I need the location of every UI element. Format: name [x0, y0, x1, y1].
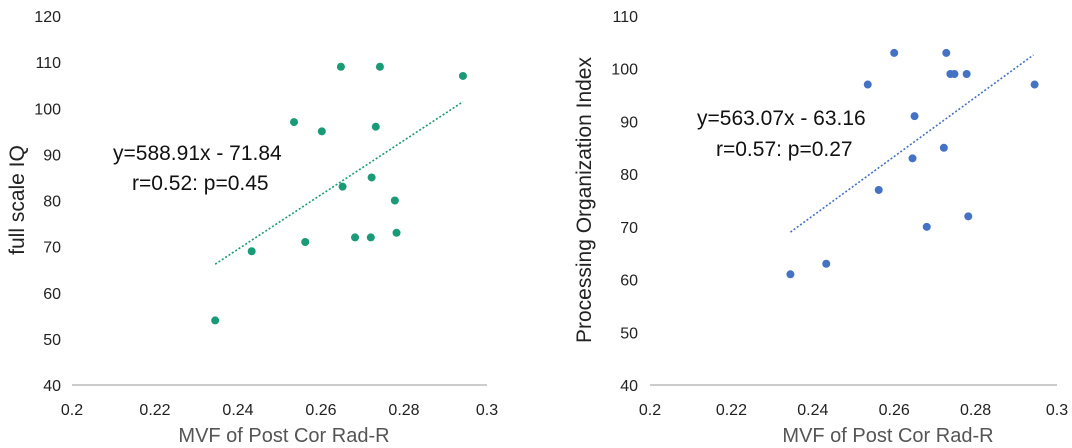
y-tick-label: 100 — [611, 62, 638, 79]
x-tick-label: 0.2 — [61, 402, 83, 419]
y-tick-label: 110 — [35, 55, 61, 72]
data-point — [908, 154, 917, 163]
data-point — [939, 143, 948, 152]
data-point — [247, 247, 256, 256]
data-point — [962, 69, 971, 78]
correlation-stats: r=0.52: p=0.45 — [132, 172, 269, 195]
y-tick-label: 60 — [43, 286, 61, 303]
x-tick-label: 0.2 — [639, 402, 661, 419]
y-tick-label: 90 — [43, 147, 61, 164]
data-point — [1030, 80, 1039, 89]
x-tick-label: 0.3 — [476, 402, 498, 419]
y-tick-label: 100 — [34, 101, 61, 118]
data-point — [458, 71, 467, 80]
data-points — [211, 62, 467, 325]
trendline — [214, 101, 464, 265]
y-tick-label: 80 — [620, 167, 638, 184]
x-tick-label: 0.26 — [879, 402, 910, 419]
data-point — [964, 212, 973, 221]
x-tick-labels: 0.2 0.22 0.24 0.26 0.28 0.3 — [61, 402, 498, 419]
data-point — [890, 48, 899, 57]
x-tick-label: 0.26 — [305, 402, 336, 419]
y-tick-label: 120 — [34, 9, 61, 26]
y-axis-title: Processing Organization Index — [573, 57, 596, 343]
y-tick-label: 50 — [620, 325, 638, 342]
data-point — [290, 118, 299, 127]
data-points — [786, 48, 1039, 279]
correlation-stats: r=0.57: p=0.27 — [716, 138, 853, 161]
data-point — [211, 316, 220, 325]
x-tick-label: 0.24 — [797, 402, 828, 419]
data-point — [922, 222, 931, 231]
y-tick-labels: 40 50 60 70 80 90 100 110 120 — [34, 9, 61, 395]
y-tick-label: 80 — [43, 194, 61, 211]
data-point — [942, 48, 951, 57]
data-point — [390, 196, 399, 205]
y-tick-label: 60 — [620, 273, 638, 290]
x-tick-label: 0.28 — [388, 402, 419, 419]
data-point — [371, 122, 380, 131]
regression-equation: y=563.07x - 63.16 — [697, 107, 866, 130]
x-tick-label: 0.28 — [960, 402, 991, 419]
y-tick-label: 70 — [620, 220, 638, 237]
y-tick-label: 110 — [612, 9, 638, 26]
x-tick-label: 0.3 — [1046, 402, 1068, 419]
data-point — [301, 238, 310, 247]
data-point — [874, 185, 883, 194]
data-point — [366, 233, 375, 242]
data-point — [786, 270, 795, 279]
x-tick-label: 0.22 — [716, 402, 747, 419]
data-point — [392, 228, 401, 237]
data-point — [336, 62, 345, 71]
data-point — [351, 233, 360, 242]
y-tick-label: 70 — [43, 240, 61, 257]
x-tick-label: 0.24 — [222, 402, 253, 419]
x-tick-label: 0.22 — [139, 402, 170, 419]
data-point — [950, 69, 959, 78]
y-tick-label: 40 — [620, 378, 638, 395]
y-tick-label: 40 — [43, 378, 61, 395]
y-tick-label: 50 — [43, 332, 61, 349]
x-tick-labels: 0.2 0.22 0.24 0.26 0.28 0.3 — [639, 402, 1068, 419]
y-tick-labels: 40 50 60 70 80 90 100 110 — [611, 9, 638, 395]
y-tick-label: 90 — [620, 114, 638, 131]
x-axis-title: MVF of Post Cor Rad-R — [178, 425, 389, 447]
data-point — [863, 80, 872, 89]
data-point — [317, 127, 326, 136]
y-axis-title: full scale IQ — [6, 145, 29, 255]
regression-equation: y=588.91x - 71.84 — [113, 142, 282, 165]
data-point — [910, 112, 919, 121]
data-point — [822, 259, 831, 268]
data-point — [375, 62, 384, 71]
data-point — [338, 182, 347, 191]
data-point — [367, 173, 376, 182]
x-axis-title: MVF of Post Cor Rad-R — [782, 425, 993, 447]
